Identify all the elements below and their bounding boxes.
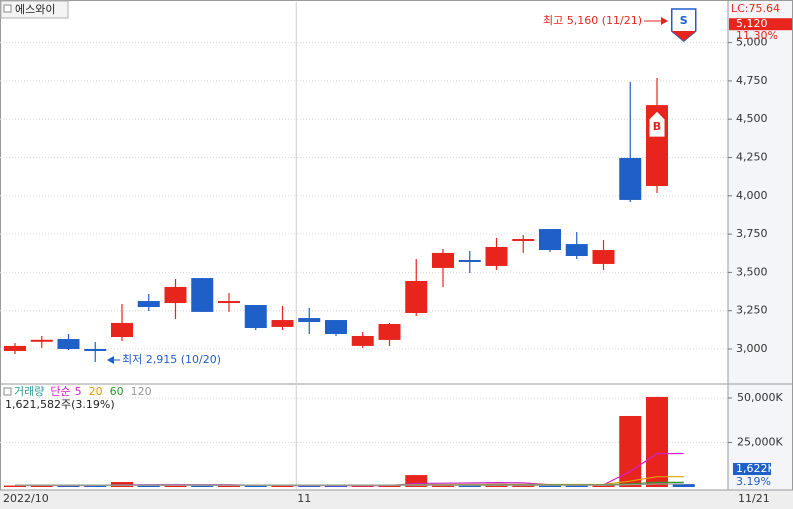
candle-body: [565, 244, 588, 256]
candle-body: [244, 305, 267, 329]
y-tick-label: 3,250: [736, 304, 768, 317]
volume-bar: [619, 415, 642, 487]
legend-entry: 120: [131, 385, 152, 398]
volume-bar: [539, 485, 561, 487]
y-tick-label: 4,500: [736, 112, 768, 125]
volume-text: 1,621,582주(3.19%): [5, 398, 115, 411]
volume-bar: [672, 484, 695, 487]
y-tick-label: 4,750: [736, 74, 768, 87]
buy-marker: [648, 110, 666, 138]
moving-average: [15, 483, 684, 486]
sell-marker-tip: [671, 31, 696, 41]
candle-body: [592, 250, 615, 264]
volume-checkbox[interactable]: [3, 387, 12, 396]
axis-panel: [728, 1, 792, 490]
y-tick-label: 50,000K: [737, 391, 783, 404]
volume-bar: [137, 485, 160, 487]
volume-bar: [84, 485, 107, 487]
low-note: 최저 2,915 (10/20): [122, 353, 221, 366]
x-tick-label: 11: [297, 492, 311, 505]
date-axis: [0, 490, 793, 509]
volume-bar: [565, 485, 588, 487]
legend-title: 거래량: [14, 385, 44, 398]
x-tick-label: 11/21: [738, 492, 770, 505]
volume-bar: [4, 485, 26, 487]
volume-bar: [458, 484, 481, 487]
candle-body: [458, 259, 481, 262]
volume-bar: [325, 485, 347, 487]
title-checkbox[interactable]: [3, 4, 12, 13]
ratio-label: 3.19%: [736, 475, 771, 488]
x-tick-label: 2022/10: [3, 492, 49, 505]
candle-body: [137, 301, 160, 308]
low-note-arrowhead: [107, 356, 114, 364]
volume-bar: [164, 485, 187, 487]
volume-bar: [218, 485, 240, 487]
candle-body: [325, 320, 347, 334]
y-tick-label: 3,000: [736, 342, 768, 355]
lc-label: LC:75.64: [731, 2, 780, 15]
volume-bar: [244, 485, 267, 487]
volume-bar: [30, 485, 53, 487]
candle-body: [218, 301, 240, 304]
candle-body: [84, 348, 107, 351]
last-price-label: 5,120: [736, 17, 768, 30]
legend-entry: 60: [110, 385, 124, 398]
legend-ma-label: 단순: [50, 385, 70, 398]
legend-entry: 20: [89, 385, 103, 398]
volume-bar: [405, 475, 428, 487]
volume-bar: [646, 396, 668, 487]
last-price-box: [729, 18, 792, 31]
sell-label: S: [680, 14, 688, 27]
candle-body: [485, 246, 508, 266]
stock-name: 에스와이: [15, 3, 55, 16]
volume-bar: [57, 485, 80, 487]
last-volume-label: 1,622K: [736, 462, 775, 475]
last-volume-box: [733, 463, 771, 475]
volume-bar: [512, 485, 535, 487]
y-tick-label: 4,000: [736, 189, 768, 202]
y-tick-label: 3,750: [736, 227, 768, 240]
volume-bar: [191, 485, 214, 487]
candle-body: [271, 320, 294, 327]
y-tick-label: 5,000: [736, 36, 768, 49]
y-tick-label: 3,500: [736, 265, 768, 278]
change-label: 11.30%: [736, 29, 778, 42]
candle-body: [191, 278, 214, 312]
candle-body: [4, 345, 26, 351]
candle-body: [164, 286, 187, 304]
buy-label: B: [653, 120, 661, 133]
volume-bar: [298, 485, 321, 487]
high-note: 최고 5,160 (11/21): [543, 14, 642, 27]
title-box: [0, 0, 69, 19]
candle-body: [30, 339, 53, 342]
high-note-arrowhead: [661, 17, 668, 25]
y-tick-label: 25,000K: [737, 435, 783, 448]
legend-entry: 5: [75, 385, 82, 398]
candle-body: [619, 157, 642, 200]
candle-body: [57, 339, 80, 349]
candle-body: [539, 229, 561, 251]
candle-body: [512, 238, 535, 241]
candle-body: [351, 335, 374, 346]
candle-body: [298, 318, 321, 323]
volume-bar: [271, 485, 294, 487]
candle-body: [378, 324, 401, 340]
candle-body: [405, 280, 428, 313]
volume-bar: [592, 485, 615, 487]
candle-body: [111, 322, 133, 338]
y-tick-label: 4,250: [736, 150, 768, 163]
candle-body: [432, 252, 454, 268]
